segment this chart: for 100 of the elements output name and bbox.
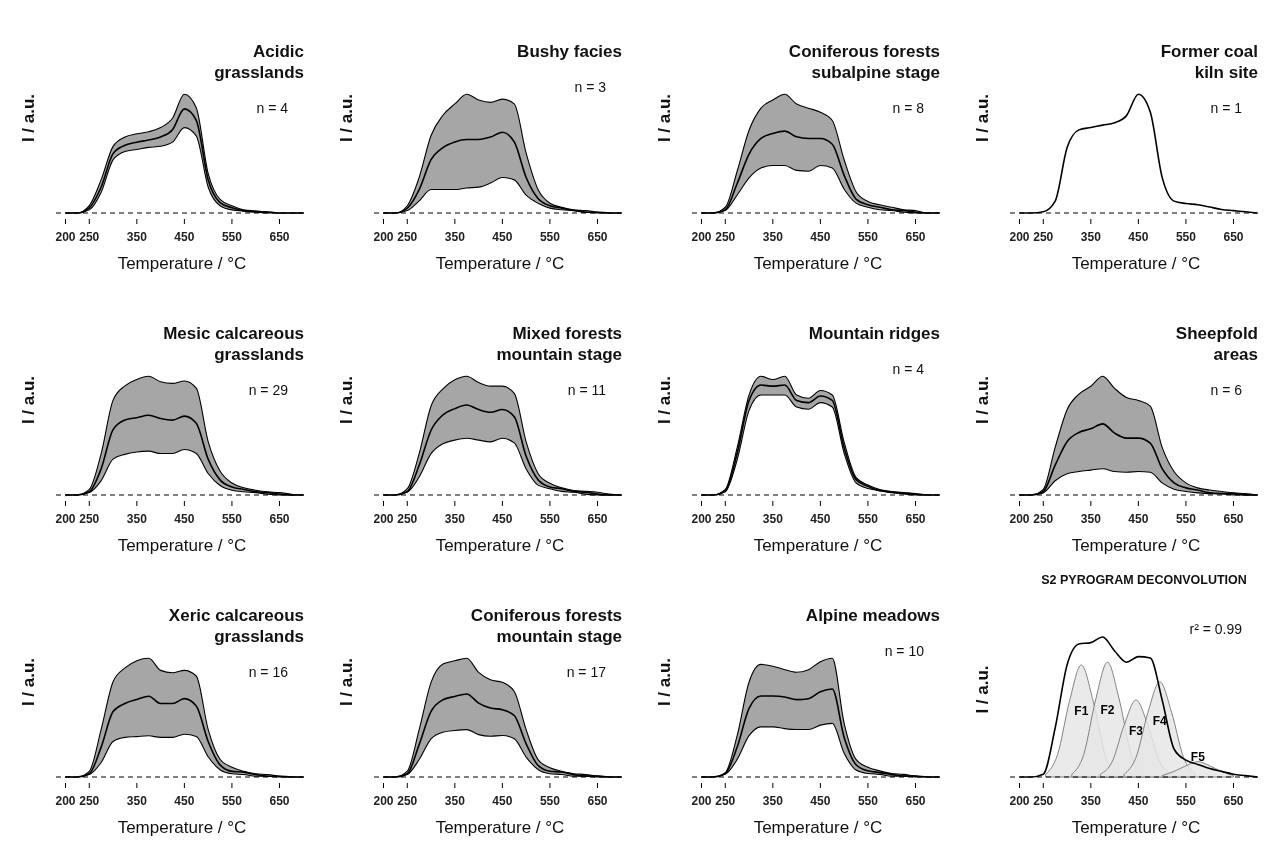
x-tick-label: 200 bbox=[1009, 794, 1030, 808]
x-tick-label: 250 bbox=[1033, 230, 1054, 244]
x-tick-label: 350 bbox=[1080, 230, 1102, 244]
x-tick-label: 550 bbox=[539, 230, 561, 244]
x-tick-label: 450 bbox=[492, 230, 513, 244]
text: n = 17 bbox=[566, 664, 607, 680]
annotation: n = 1 bbox=[1210, 100, 1243, 116]
x-tick-label: 200 bbox=[691, 230, 712, 244]
x-tick-label: 200 bbox=[55, 230, 76, 244]
x-tick-label: 250 bbox=[1033, 512, 1054, 526]
y-axis-title: I / a.u. bbox=[19, 375, 38, 425]
x-tick-label: 650 bbox=[269, 794, 290, 808]
series-label: F2 bbox=[1100, 702, 1115, 717]
x-tick-label: 550 bbox=[539, 512, 561, 526]
x-tick-label: 350 bbox=[762, 230, 784, 244]
x-tick-label: 550 bbox=[857, 230, 879, 244]
x-tick-label: 550 bbox=[221, 794, 243, 808]
chart-title: Bushy facies bbox=[517, 42, 622, 61]
x-tick-label: 200 bbox=[55, 794, 76, 808]
x-axis-title: Temperature / °C bbox=[117, 254, 247, 273]
x-axis-title: Temperature / °C bbox=[435, 818, 565, 837]
chart-title: Coniferous forests subalpine stage bbox=[788, 42, 940, 82]
x-tick-label: 650 bbox=[587, 230, 608, 244]
x-tick-label: 200 bbox=[1009, 512, 1030, 526]
x-tick-label: 250 bbox=[79, 230, 100, 244]
x-tick-label: 650 bbox=[269, 512, 290, 526]
x-tick-label: 450 bbox=[810, 512, 831, 526]
annotation: r² = 0.99 bbox=[1189, 621, 1243, 637]
x-axis-title: Temperature / °C bbox=[1071, 536, 1201, 555]
x-tick-label: 550 bbox=[1175, 512, 1197, 526]
y-axis-title: I / a.u. bbox=[655, 93, 674, 143]
y-axis-title: I / a.u. bbox=[973, 665, 992, 714]
x-tick-label: 450 bbox=[810, 794, 831, 808]
x-tick-label: 650 bbox=[1223, 794, 1244, 808]
text: n = 11 bbox=[567, 382, 607, 398]
y-axis-title: I / a.u. bbox=[19, 657, 38, 707]
x-tick-label: 200 bbox=[691, 512, 712, 526]
y-axis-title: I / a.u. bbox=[973, 375, 992, 425]
x-axis-title: Temperature / °C bbox=[753, 536, 883, 555]
series-label: F1 bbox=[1074, 704, 1089, 719]
x-tick-label: 250 bbox=[715, 230, 736, 244]
text: n = 10 bbox=[884, 643, 925, 659]
x-tick-label: 550 bbox=[1175, 230, 1197, 244]
text: n = 16 bbox=[248, 664, 289, 680]
y-axis-title: I / a.u. bbox=[19, 93, 38, 143]
chart-title: Acidic grasslands bbox=[214, 42, 304, 82]
x-tick-label: 250 bbox=[79, 794, 100, 808]
x-tick-label: 200 bbox=[55, 512, 76, 526]
x-tick-label: 250 bbox=[1033, 794, 1054, 808]
x-tick-label: 200 bbox=[373, 794, 394, 808]
x-tick-label: 350 bbox=[1080, 512, 1102, 526]
x-tick-label: 450 bbox=[174, 794, 195, 808]
x-tick-label: 450 bbox=[492, 512, 513, 526]
x-axis-title: Temperature / °C bbox=[117, 536, 247, 555]
x-tick-label: 650 bbox=[269, 230, 290, 244]
x-tick-label: 350 bbox=[762, 512, 784, 526]
x-tick-label: 550 bbox=[857, 512, 879, 526]
y-axis-title: I / a.u. bbox=[337, 657, 356, 707]
x-tick-label: 650 bbox=[905, 512, 926, 526]
x-tick-label: 450 bbox=[174, 512, 195, 526]
x-tick-label: 350 bbox=[126, 512, 148, 526]
y-axis-title: I / a.u. bbox=[973, 93, 992, 143]
x-axis-title: Temperature / °C bbox=[1071, 254, 1201, 273]
x-tick-label: 550 bbox=[221, 230, 243, 244]
x-tick-label: 650 bbox=[587, 794, 608, 808]
y-axis-title: I / a.u. bbox=[655, 375, 674, 425]
x-tick-label: 450 bbox=[810, 230, 831, 244]
text: n = 29 bbox=[248, 382, 289, 398]
text: n = 4 bbox=[892, 361, 925, 377]
x-tick-label: 650 bbox=[587, 512, 608, 526]
x-tick-label: 550 bbox=[221, 512, 243, 526]
x-tick-label: 250 bbox=[715, 794, 736, 808]
chart-title: Coniferous forests mountain stage bbox=[470, 606, 622, 646]
x-axis-title: Temperature / °C bbox=[117, 818, 247, 837]
text: n = 3 bbox=[574, 79, 607, 95]
x-tick-label: 350 bbox=[444, 230, 466, 244]
x-tick-label: 650 bbox=[905, 230, 926, 244]
x-tick-label: 350 bbox=[126, 794, 148, 808]
x-axis-title: Temperature / °C bbox=[1071, 818, 1201, 837]
x-tick-label: 550 bbox=[857, 794, 879, 808]
chart-title: Alpine meadows bbox=[805, 606, 940, 625]
text: n = 6 bbox=[1210, 382, 1243, 398]
x-tick-label: 250 bbox=[397, 794, 418, 808]
x-axis-title: Temperature / °C bbox=[435, 254, 565, 273]
y-axis-title: I / a.u. bbox=[337, 375, 356, 425]
x-tick-label: 250 bbox=[79, 512, 100, 526]
y-axis-title: I / a.u. bbox=[337, 93, 356, 143]
series-label: F4 bbox=[1152, 713, 1168, 728]
x-axis-title: Temperature / °C bbox=[753, 818, 883, 837]
x-tick-label: 350 bbox=[444, 794, 466, 808]
x-tick-label: 200 bbox=[373, 230, 394, 244]
chart-title: Mixed forests mountain stage bbox=[496, 324, 622, 364]
chart-title: Xeric calcareous grasslands bbox=[168, 606, 304, 646]
chart-title: Former coal kiln site bbox=[1160, 42, 1258, 82]
x-tick-label: 350 bbox=[762, 794, 784, 808]
x-tick-label: 350 bbox=[444, 512, 466, 526]
x-tick-label: 650 bbox=[1223, 512, 1244, 526]
x-axis-title: Temperature / °C bbox=[435, 536, 565, 555]
x-tick-label: 250 bbox=[397, 512, 418, 526]
x-tick-label: 450 bbox=[1128, 230, 1149, 244]
